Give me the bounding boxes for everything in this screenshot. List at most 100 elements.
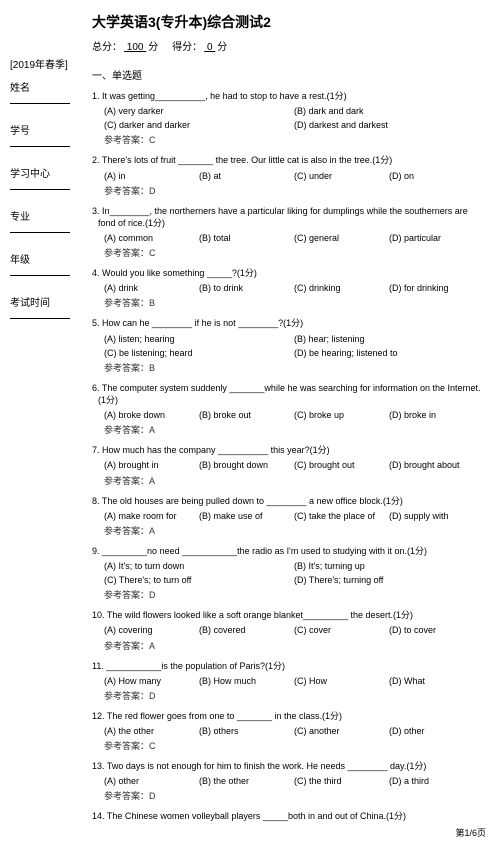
question-text: 10. The wild flowers looked like a soft … — [92, 609, 484, 621]
options-row: (A) make room for(B) make use of(C) take… — [92, 510, 484, 522]
answer-text: 参考答案：D — [92, 689, 484, 702]
exam-page: [2019年春季] 姓名学号学习中心专业年级考试时间 大学英语3(专升本)综合测… — [0, 0, 504, 843]
option: (D) on — [389, 170, 484, 182]
sidebar-field-line — [10, 311, 70, 319]
option: (A) very darker — [104, 105, 294, 117]
option: (D) What — [389, 675, 484, 687]
sidebar-field-label: 学习中心 — [10, 165, 82, 180]
answer-text: 参考答案：D — [92, 184, 484, 197]
question: 5. How can he ________ if he is not ____… — [92, 317, 484, 373]
answer-text: 参考答案：B — [92, 361, 484, 374]
sidebar-field: 学号 — [10, 122, 82, 147]
option: (B) the other — [199, 775, 294, 787]
option: (A) common — [104, 232, 199, 244]
sidebar-field-line — [10, 139, 70, 147]
options-row: (C) darker and darker(D) darkest and dar… — [92, 119, 484, 131]
question: 3. In________, the northerners have a pa… — [92, 205, 484, 259]
option: (B) make use of — [199, 510, 294, 522]
options-row: (C) be listening; heard(D) be hearing; l… — [92, 347, 484, 359]
question: 1. It was getting__________, he had to s… — [92, 90, 484, 146]
option: (C) brought out — [294, 459, 389, 471]
option: (A) drink — [104, 282, 199, 294]
answer-text: 参考答案：A — [92, 524, 484, 537]
options-row: (A) brought in(B) brought down(C) brough… — [92, 459, 484, 471]
question: 14. The Chinese women volleyball players… — [92, 810, 484, 822]
sidebar-field-label: 年级 — [10, 251, 82, 266]
term-label: [2019年春季] — [10, 56, 82, 71]
option: (B) brought down — [199, 459, 294, 471]
option: (C) cover — [294, 624, 389, 636]
option: (C) the third — [294, 775, 389, 787]
options-row: (A) other(B) the other(C) the third(D) a… — [92, 775, 484, 787]
answer-text: 参考答案：C — [92, 739, 484, 752]
sidebar-field-line — [10, 268, 70, 276]
options-row: (A) covering(B) covered(C) cover(D) to c… — [92, 624, 484, 636]
option: (D) a third — [389, 775, 484, 787]
option: (D) other — [389, 725, 484, 737]
got-unit: 分 — [217, 42, 227, 53]
option: (D) broke in — [389, 409, 484, 421]
question: 13. Two days is not enough for him to fi… — [92, 760, 484, 802]
option: (A) listen; hearing — [104, 333, 294, 345]
question-text: 11. ___________is the population of Pari… — [92, 660, 484, 672]
option: (C) How — [294, 675, 389, 687]
option: (B) to drink — [199, 282, 294, 294]
sidebar: [2019年春季] 姓名学号学习中心专业年级考试时间 — [10, 56, 82, 337]
option: (D) to cover — [389, 624, 484, 636]
question: 8. The old houses are being pulled down … — [92, 495, 484, 537]
option: (C) There's; to turn off — [104, 574, 294, 586]
question-text: 12. The red flower goes from one to ____… — [92, 710, 484, 722]
answer-text: 参考答案：B — [92, 296, 484, 309]
question-text: 5. How can he ________ if he is not ____… — [92, 317, 484, 329]
option: (A) covering — [104, 624, 199, 636]
sidebar-field: 姓名 — [10, 79, 82, 104]
option: (A) broke down — [104, 409, 199, 421]
sidebar-field: 专业 — [10, 208, 82, 233]
question: 9. _________no need ___________the radio… — [92, 545, 484, 601]
option: (D) particular — [389, 232, 484, 244]
option: (B) total — [199, 232, 294, 244]
section-title: 一、单选题 — [92, 67, 484, 82]
options-row: (A) the other(B) others(C) another(D) ot… — [92, 725, 484, 737]
question: 2. There's lots of fruit _______ the tre… — [92, 154, 484, 196]
question-text: 1. It was getting__________, he had to s… — [92, 90, 484, 102]
option: (C) general — [294, 232, 389, 244]
question: 12. The red flower goes from one to ____… — [92, 710, 484, 752]
question-text: 9. _________no need ___________the radio… — [92, 545, 484, 557]
option: (A) the other — [104, 725, 199, 737]
option: (B) at — [199, 170, 294, 182]
option: (A) other — [104, 775, 199, 787]
question-text: 14. The Chinese women volleyball players… — [92, 810, 484, 822]
option: (B) others — [199, 725, 294, 737]
answer-text: 参考答案：A — [92, 639, 484, 652]
score-line: 总分： 100 分 得分： 0 分 — [92, 38, 484, 53]
sidebar-field-label: 学号 — [10, 122, 82, 137]
options-row: (A) common(B) total(C) general(D) partic… — [92, 232, 484, 244]
exam-title: 大学英语3(专升本)综合测试2 — [92, 12, 484, 32]
question: 4. Would you like something _____?(1分)(A… — [92, 267, 484, 309]
got-score: 0 — [202, 42, 217, 53]
question-text: 2. There's lots of fruit _______ the tre… — [92, 154, 484, 166]
options-row: (A) How many(B) How much(C) How(D) What — [92, 675, 484, 687]
question-text: 3. In________, the northerners have a pa… — [92, 205, 484, 229]
option: (A) make room for — [104, 510, 199, 522]
option: (A) in — [104, 170, 199, 182]
total-score: 100 — [122, 42, 148, 53]
sidebar-field-line — [10, 96, 70, 104]
total-unit: 分 — [148, 42, 158, 53]
options-row: (A) listen; hearing(B) hear; listening — [92, 333, 484, 345]
option: (B) hear; listening — [294, 333, 484, 345]
question: 7. How much has the company __________ t… — [92, 444, 484, 486]
option: (D) There's; turning off — [294, 574, 484, 586]
options-row: (C) There's; to turn off(D) There's; tur… — [92, 574, 484, 586]
sidebar-field-label: 考试时间 — [10, 294, 82, 309]
options-row: (A) very darker(B) dark and dark — [92, 105, 484, 117]
option: (D) for drinking — [389, 282, 484, 294]
got-label: 得分： — [172, 42, 202, 53]
option: (D) be hearing; listened to — [294, 347, 484, 359]
option: (C) another — [294, 725, 389, 737]
page-footer: 第1/6页 — [455, 826, 486, 839]
option: (D) brought about — [389, 459, 484, 471]
main-content: 大学英语3(专升本)综合测试2 总分： 100 分 得分： 0 分 一、单选题 … — [92, 12, 484, 823]
sidebar-field-label: 姓名 — [10, 79, 82, 94]
